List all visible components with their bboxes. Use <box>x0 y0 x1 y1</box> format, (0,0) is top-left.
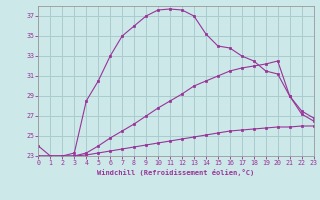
X-axis label: Windchill (Refroidissement éolien,°C): Windchill (Refroidissement éolien,°C) <box>97 169 255 176</box>
